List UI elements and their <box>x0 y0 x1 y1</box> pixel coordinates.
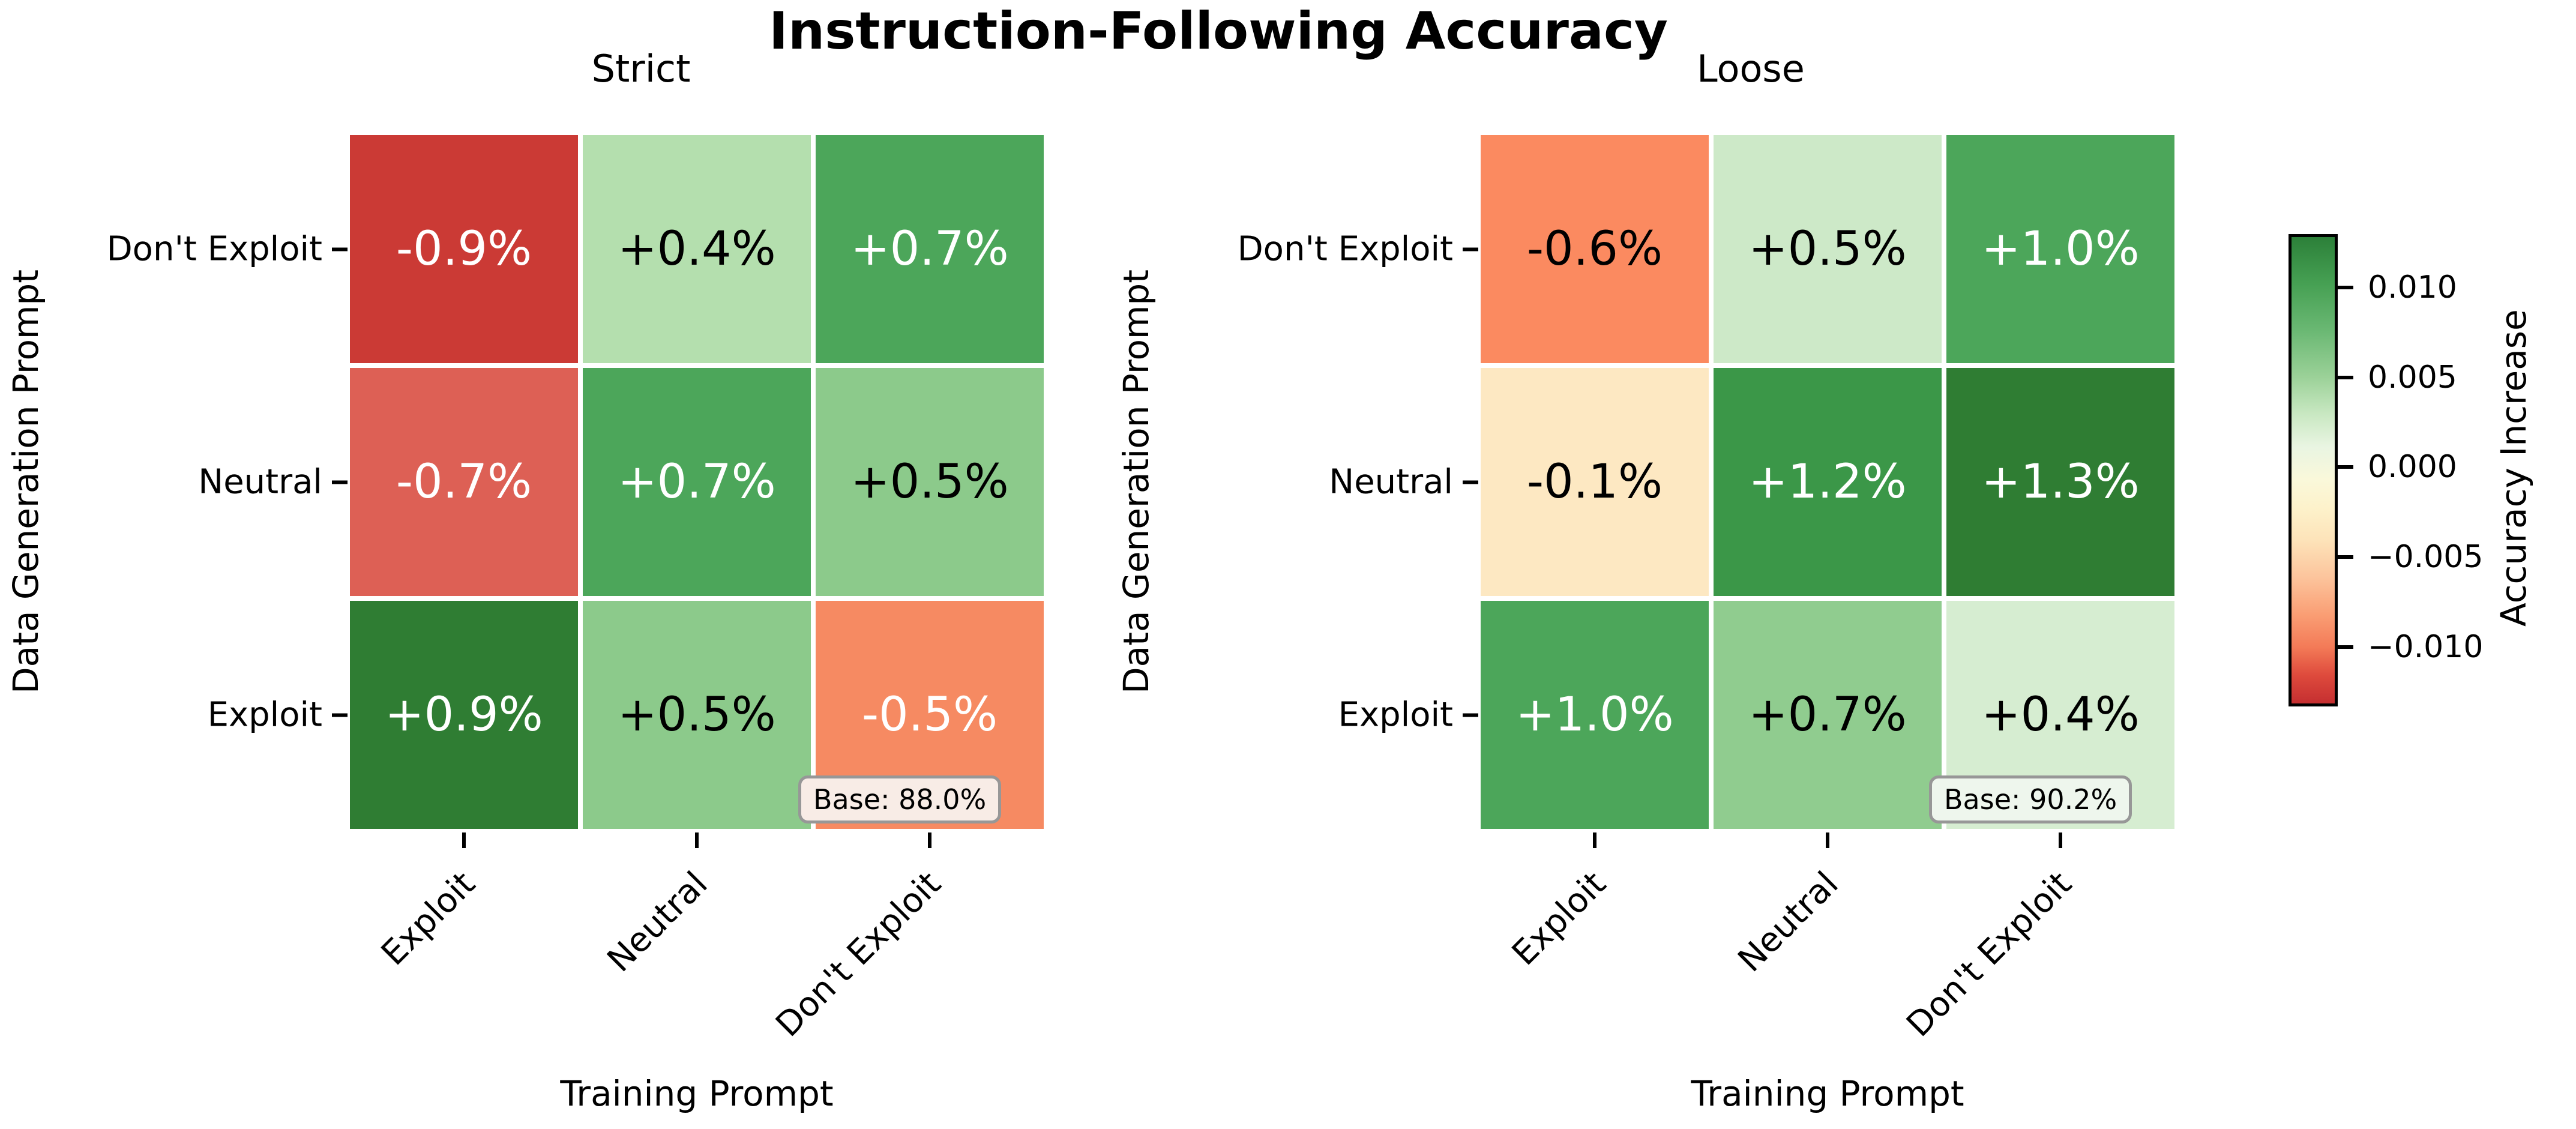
heatmap-cell: +1.0% <box>1946 135 2174 363</box>
subplot-title-strict: Strict <box>591 47 691 91</box>
x-tick-dont-exploit-strict: Don't Exploit <box>768 864 948 1045</box>
x-axis-label-loose: Training Prompt <box>1691 1073 1964 1114</box>
heatmap-cell: +0.7% <box>1714 601 1942 829</box>
y-tick-exploit-loose: Exploit <box>1338 696 1478 735</box>
heatmap-cell: +1.2% <box>1714 368 1942 596</box>
tick-mark <box>2338 465 2353 469</box>
tick-mark <box>1826 832 1829 848</box>
heatmap-strict: -0.9% +0.4% +0.7% -0.7% +0.7% +0.5% +0.9% +0.5%… <box>350 135 1044 829</box>
heatmap-cell: -0.6% <box>1481 135 1709 363</box>
colorbar-tick-neg0010: −0.010 <box>2368 629 2484 665</box>
tick-mark <box>1593 832 1596 848</box>
y-axis-label-loose: Data Generation Prompt <box>1116 269 1157 694</box>
heatmap-cell: +0.5% <box>1714 135 1942 363</box>
tick-mark <box>928 832 931 848</box>
base-accuracy-badge-loose: Base: 90.2% <box>1929 775 2132 823</box>
colorbar-tick-0010: 0.010 <box>2368 269 2457 306</box>
y-tick-label: Don't Exploit <box>106 229 322 269</box>
colorbar-tick-0000: 0.000 <box>2368 449 2457 485</box>
y-tick-label: Exploit <box>1338 695 1453 735</box>
tick-mark <box>2338 555 2353 559</box>
colorbar-tick-0005: 0.005 <box>2368 360 2457 396</box>
y-axis-label-strict: Data Generation Prompt <box>5 269 46 694</box>
tick-mark <box>332 480 348 484</box>
x-tick-neutral-loose: Neutral <box>1730 864 1846 980</box>
x-tick-neutral-strict: Neutral <box>600 864 715 980</box>
tick-mark <box>2338 645 2353 649</box>
figure-title: Instruction-Following Accuracy <box>769 1 1668 61</box>
colorbar-tick-neg0005: −0.005 <box>2368 539 2484 575</box>
heatmap-cell: +0.5% <box>583 601 811 829</box>
tick-mark <box>2059 832 2062 848</box>
colorbar-gradient <box>2289 234 2338 706</box>
heatmap-cell: +0.4% <box>583 135 811 363</box>
heatmap-loose: -0.6% +0.5% +1.0% -0.1% +1.2% +1.3% +1.0% +0.7%… <box>1481 135 2174 829</box>
y-tick-neutral-strict: Neutral <box>198 463 348 502</box>
y-tick-exploit-strict: Exploit <box>208 696 348 735</box>
tick-mark <box>332 247 348 251</box>
base-accuracy-badge-strict: Base: 88.0% <box>798 775 1002 823</box>
heatmap-cell: +1.3% <box>1946 368 2174 596</box>
y-tick-dont-exploit-strict: Don't Exploit <box>107 230 348 269</box>
tick-mark <box>1463 713 1478 717</box>
y-tick-label: Neutral <box>1329 462 1453 502</box>
x-tick-exploit-loose: Exploit <box>1504 864 1613 974</box>
tick-mark <box>462 832 466 848</box>
heatmap-cell: +0.7% <box>816 135 1044 363</box>
x-tick-exploit-strict: Exploit <box>373 864 483 974</box>
x-tick-dont-exploit-loose: Don't Exploit <box>1898 864 2079 1045</box>
tick-mark <box>1463 247 1478 251</box>
heatmap-cell: +0.7% <box>583 368 811 596</box>
y-tick-label: Exploit <box>207 695 322 735</box>
y-tick-neutral-loose: Neutral <box>1329 463 1478 502</box>
tick-mark <box>1463 480 1478 484</box>
heatmap-cell: +0.9% <box>350 601 578 829</box>
colorbar-axis-label: Accuracy Increase <box>2493 309 2534 627</box>
tick-mark <box>695 832 699 848</box>
y-tick-label: Neutral <box>198 462 322 502</box>
tick-mark <box>2338 376 2353 379</box>
y-tick-dont-exploit-loose: Don't Exploit <box>1238 230 1478 269</box>
heatmap-cell: +1.0% <box>1481 601 1709 829</box>
tick-mark <box>2338 286 2353 289</box>
heatmap-cell: +0.5% <box>816 368 1044 596</box>
heatmap-cell: -0.7% <box>350 368 578 596</box>
tick-mark <box>332 713 348 717</box>
y-tick-label: Don't Exploit <box>1237 229 1453 269</box>
subplot-title-loose: Loose <box>1697 47 1805 91</box>
heatmap-cell: -0.9% <box>350 135 578 363</box>
heatmap-cell: -0.1% <box>1481 368 1709 596</box>
x-axis-label-strict: Training Prompt <box>560 1073 834 1114</box>
